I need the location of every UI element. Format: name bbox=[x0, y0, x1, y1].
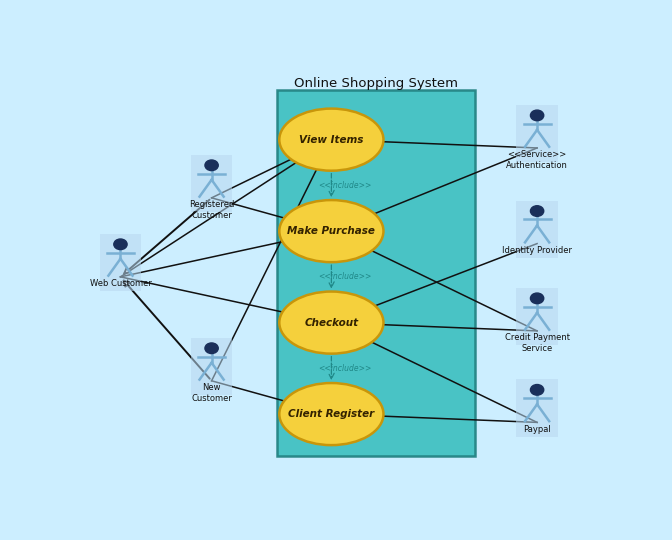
Text: Client Register: Client Register bbox=[288, 409, 374, 419]
Text: Web Customer: Web Customer bbox=[89, 279, 151, 288]
Text: <<include>>: <<include>> bbox=[318, 364, 371, 373]
FancyBboxPatch shape bbox=[516, 379, 558, 436]
Text: Online Shopping System: Online Shopping System bbox=[294, 77, 458, 90]
Circle shape bbox=[530, 293, 544, 303]
Text: <<Service>>
Authentication: <<Service>> Authentication bbox=[506, 150, 568, 170]
FancyBboxPatch shape bbox=[516, 200, 558, 258]
Ellipse shape bbox=[280, 200, 384, 262]
Text: New
Customer: New Customer bbox=[191, 383, 232, 403]
Text: Identity Provider: Identity Provider bbox=[502, 246, 572, 255]
FancyBboxPatch shape bbox=[277, 90, 474, 456]
Text: <<include>>: <<include>> bbox=[318, 181, 371, 190]
Circle shape bbox=[205, 160, 218, 171]
Circle shape bbox=[530, 110, 544, 121]
Text: Registered
Customer: Registered Customer bbox=[189, 200, 235, 220]
Circle shape bbox=[114, 239, 127, 249]
Text: Paypal: Paypal bbox=[523, 425, 551, 434]
Text: Checkout: Checkout bbox=[304, 318, 358, 328]
FancyBboxPatch shape bbox=[99, 234, 141, 291]
FancyBboxPatch shape bbox=[191, 155, 233, 212]
FancyBboxPatch shape bbox=[516, 288, 558, 345]
Text: <<include>>: <<include>> bbox=[318, 272, 371, 281]
Ellipse shape bbox=[280, 109, 384, 171]
Text: Make Purchase: Make Purchase bbox=[288, 226, 376, 236]
Text: Credit Payment
Service: Credit Payment Service bbox=[505, 333, 570, 353]
Ellipse shape bbox=[280, 383, 384, 445]
Text: View Items: View Items bbox=[299, 134, 364, 145]
FancyBboxPatch shape bbox=[191, 338, 233, 395]
Circle shape bbox=[205, 343, 218, 354]
FancyBboxPatch shape bbox=[516, 105, 558, 162]
Ellipse shape bbox=[280, 292, 384, 354]
Circle shape bbox=[530, 384, 544, 395]
Circle shape bbox=[530, 206, 544, 217]
